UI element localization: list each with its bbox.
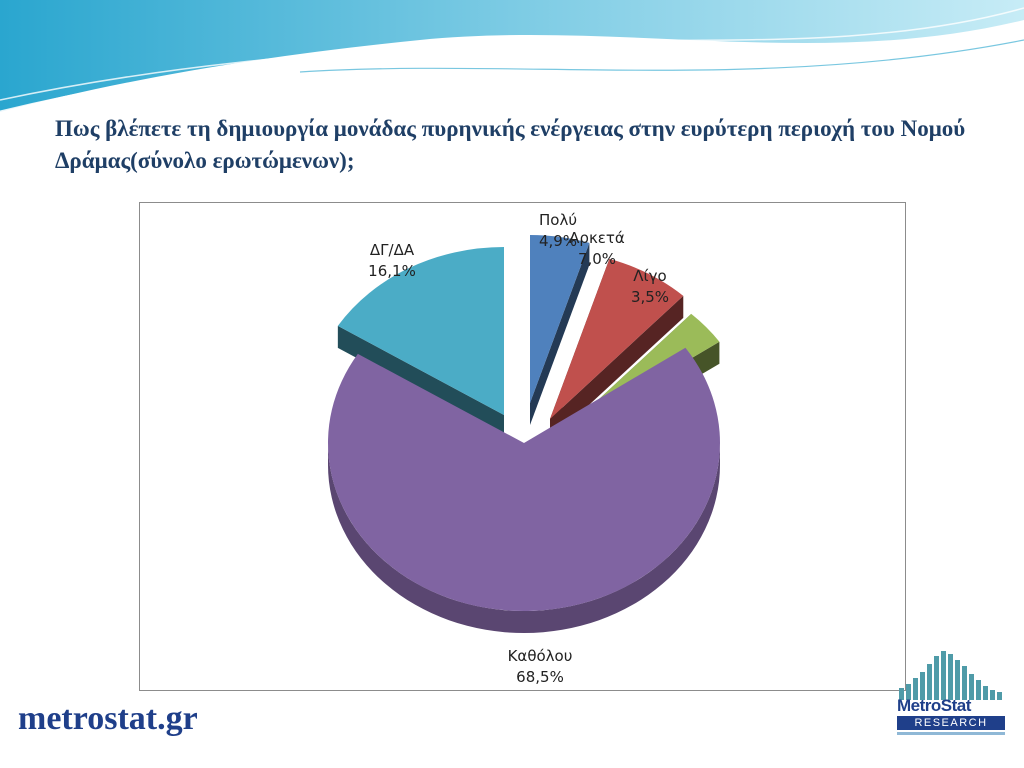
pie-label-value-2: 7,0% <box>578 250 616 268</box>
pie-label-value-1: 4,9% <box>539 232 577 250</box>
pie-label-value-5: 16,1% <box>368 262 416 280</box>
pie-labels: Πολύ 4,9%Αρκετά 7,0% Λίγο 3,5% Καθόλου 68,5% ΔΓ… <box>368 211 669 686</box>
metrostat-logo: MetroStat RESEARCH <box>893 648 1011 740</box>
pie-chart: Πολύ 4,9%Αρκετά 7,0% Λίγο 3,5% Καθόλου 68,5% ΔΓ… <box>328 211 720 686</box>
pie-slices <box>328 235 720 633</box>
pie-slice-2 <box>550 258 684 441</box>
pie-label-value-4: 68,5% <box>516 668 564 686</box>
pie-label-category-5: ΔΓ/ΔΑ <box>370 241 415 259</box>
logo-underline <box>897 732 1005 735</box>
logo-bars-icon <box>899 651 1002 700</box>
pie-slice-1 <box>530 235 590 425</box>
pie-label-category-1: Πολύ <box>539 211 577 229</box>
pie-label-category-4: Καθόλου <box>508 647 573 665</box>
pie-slice-4 <box>328 347 720 633</box>
pie-slice-5 <box>337 247 504 437</box>
slide-title: Πως βλέπετε τη δημιουργία μονάδας πυρηνι… <box>55 116 966 173</box>
top-wave-decoration <box>0 0 1024 114</box>
brand-url: metrostat.gr <box>18 700 198 737</box>
pie-label-category-3: Λίγο <box>633 267 666 285</box>
logo-subtitle: RESEARCH <box>897 716 1005 730</box>
logo-wordmark: MetroStat <box>897 696 971 715</box>
pie-label-value-3: 3,5% <box>631 288 669 306</box>
pie-label-category-2: Αρκετά <box>569 229 625 247</box>
chart-frame: Πολύ 4,9% Αρκετά 7,0% Λίγο 3,5% Καθόλου 68,5% ΔΓ… <box>139 202 906 691</box>
